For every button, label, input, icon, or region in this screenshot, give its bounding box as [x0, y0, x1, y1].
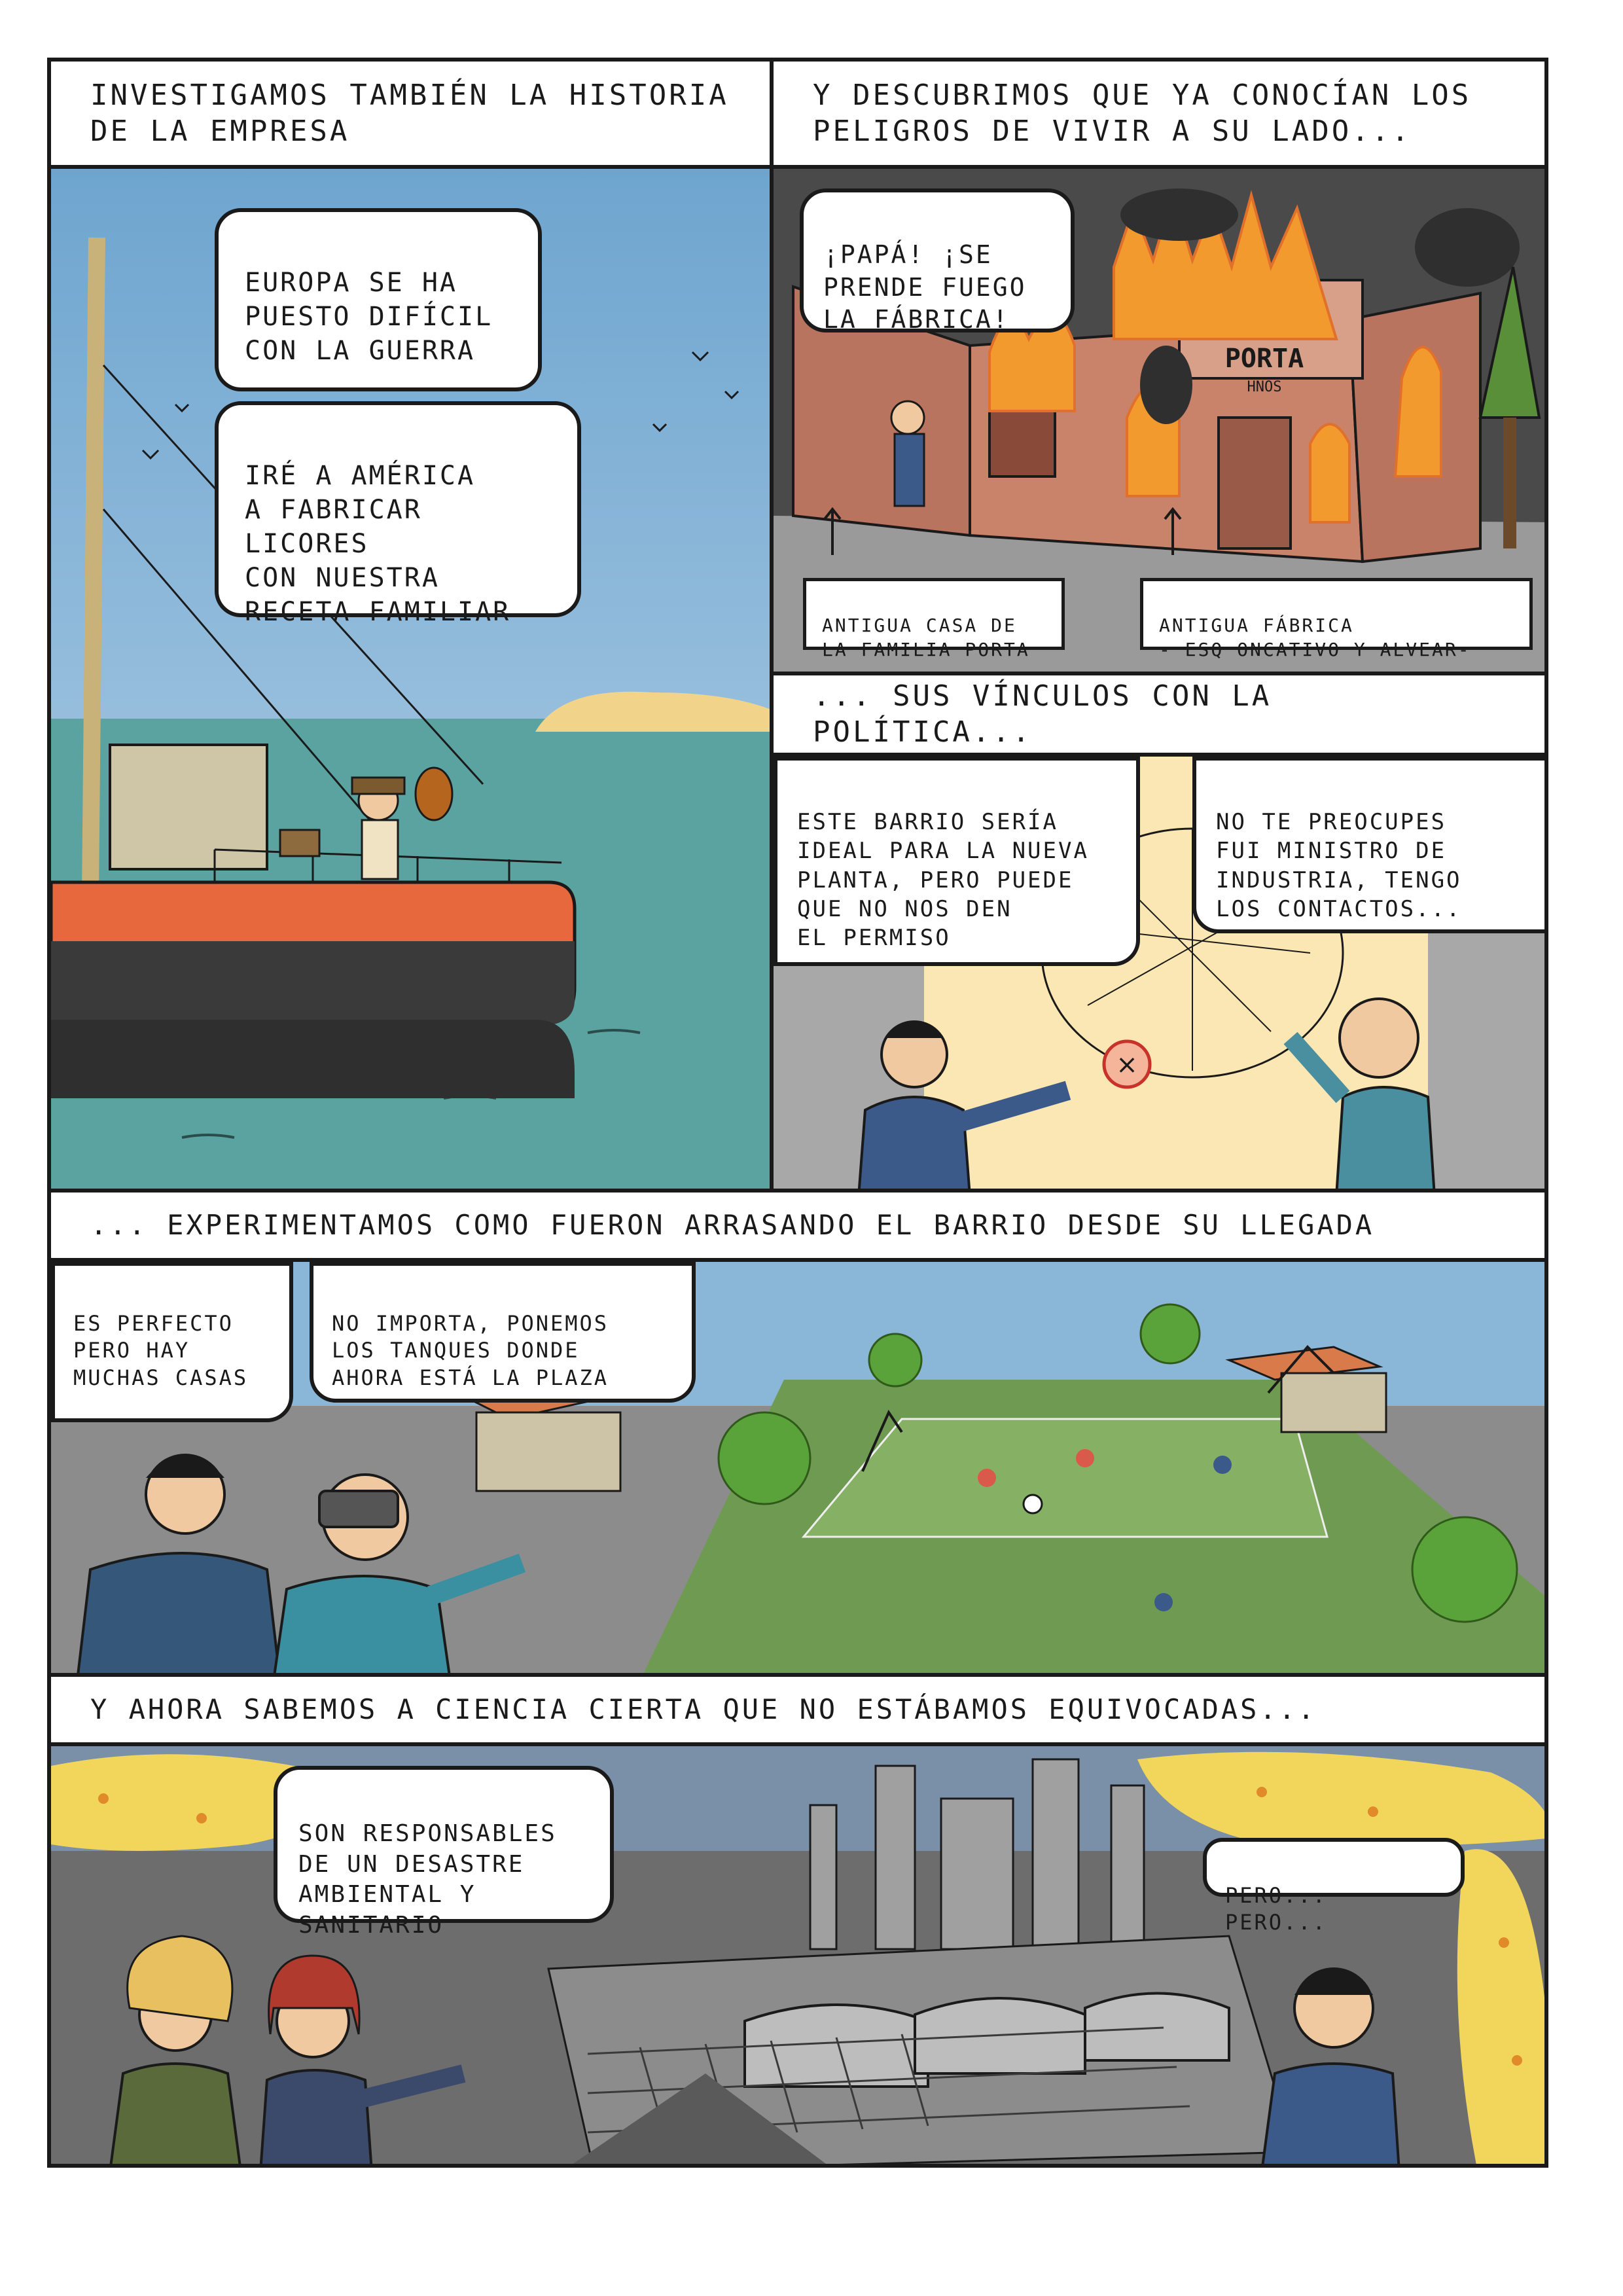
- speech-text: Iré a América a fabricar licores con nue…: [245, 461, 511, 627]
- speech-text: Pero... pero...: [1225, 1882, 1327, 1935]
- caption-text: ... Sus vínculos con la política...: [813, 679, 1272, 749]
- speech-bubble-america: Iré a América a fabricar licores con nue…: [215, 401, 581, 627]
- speech-bubble-minister: No te preocupes fui ministro de industri…: [1192, 757, 1544, 933]
- speech-bubble-pero: Pero... pero...: [1203, 1838, 1465, 1935]
- speech-text: No te preocupes fui ministro de industri…: [1216, 809, 1462, 922]
- factory-sign-sub: HNOS: [1247, 379, 1282, 395]
- speech-text: ¡Papá! ¡Se prende fuego la fábrica!: [823, 240, 1027, 334]
- panel-factory-fire: PORTA HNOS ¡Papá! ¡Se prende fuego la fá…: [770, 165, 1548, 675]
- speech-bubble-fire: ¡Papá! ¡Se prende fuego la fábrica!: [800, 188, 1075, 334]
- caption-text: Y descubrimos que ya conocían los peligr…: [813, 79, 1472, 148]
- speech-bubble-perfect: Es perfecto pero hay muchas casas: [51, 1262, 293, 1422]
- factory-sign: PORTA: [1225, 344, 1304, 374]
- speech-text: Europa se ha puesto difícil con la guerr…: [245, 268, 493, 366]
- speech-text: Son responsables de un desastre ambienta…: [298, 1820, 557, 1939]
- plaza-illustration: [51, 1262, 1544, 1673]
- svg-text:×: ×: [1116, 1050, 1138, 1080]
- label-text: Antigua fábrica - esq Oncativo y Alvear-: [1159, 615, 1471, 660]
- speech-text: No importa, ponemos los tanques donde ah…: [332, 1310, 609, 1390]
- panel-ship: Europa se ha puesto difícil con la guerr…: [47, 165, 774, 1193]
- speech-bubble-responsible: Son responsables de un desastre ambienta…: [274, 1766, 614, 1939]
- speech-bubble-new-plant: Este barrio sería ideal para la nueva pl…: [774, 757, 1140, 966]
- panel-plaza: Es perfecto pero hay muchas casas No imp…: [47, 1258, 1548, 1677]
- speech-text: Es perfecto pero hay muchas casas: [73, 1310, 249, 1390]
- caption-text: Investigamos también la historia de la e…: [90, 79, 729, 148]
- panel-politics: × Este barrio sería ideal para la nueva …: [770, 753, 1548, 1193]
- caption-politics: ... Sus vínculos con la política...: [770, 672, 1548, 757]
- caption-text: Y ahora sabemos a ciencia cierta que no …: [90, 1693, 1317, 1725]
- label-old-house: Antigua casa de la familia Porta: [803, 578, 1065, 660]
- speech-bubble-tanks: No importa, ponemos los tanques donde ah…: [310, 1262, 696, 1403]
- caption-dangers: Y descubrimos que ya conocían los peligr…: [770, 58, 1548, 169]
- label-text: Antigua casa de la familia Porta: [822, 615, 1030, 660]
- label-old-factory: Antigua fábrica - esq Oncativo y Alvear-: [1140, 578, 1533, 660]
- panel-chemical-plant: Son responsables de un desastre ambienta…: [47, 1742, 1548, 2168]
- caption-neighborhood: ... Experimentamos como fueron arrasando…: [47, 1189, 1548, 1262]
- caption-company-history: Investigamos también la historia de la e…: [47, 58, 774, 169]
- speech-bubble-europe: Europa se ha puesto difícil con la guerr…: [215, 208, 542, 391]
- caption-text: ... Experimentamos como fueron arrasando…: [90, 1208, 1375, 1241]
- speech-text: Este barrio sería ideal para la nueva pl…: [797, 809, 1089, 951]
- caption-not-mistaken: Y ahora sabemos a ciencia cierta que no …: [47, 1673, 1548, 1746]
